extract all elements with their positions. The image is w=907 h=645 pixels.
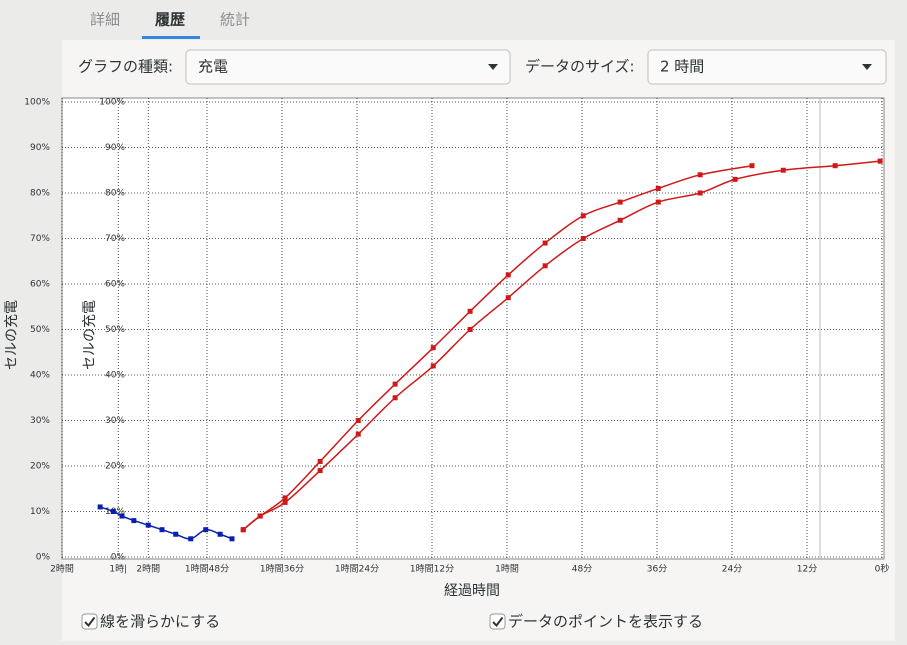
data-point bbox=[257, 513, 263, 519]
data-point bbox=[110, 509, 116, 514]
y-tick-label: 90% bbox=[30, 143, 50, 153]
data-point bbox=[119, 513, 125, 519]
data-point bbox=[317, 458, 323, 464]
data-point bbox=[505, 272, 511, 278]
y-tick-label: 70% bbox=[30, 234, 50, 244]
x-tick-label: 1時間 bbox=[495, 564, 519, 575]
data-point bbox=[877, 158, 883, 164]
y-tick-label: 90% bbox=[105, 143, 125, 153]
plot-area bbox=[61, 97, 885, 560]
x-tick-label: 24分 bbox=[722, 564, 742, 575]
y-tick-label: 60% bbox=[30, 280, 50, 290]
data-point bbox=[655, 199, 661, 205]
x-tick-label: 1時間24分 bbox=[335, 564, 379, 575]
data-point bbox=[355, 431, 361, 437]
data-point bbox=[392, 381, 398, 387]
data-size-value[interactable]: 2 時間 bbox=[660, 58, 704, 76]
x-tick-label: 1時間12分 bbox=[410, 564, 454, 575]
y-tick-label: 80% bbox=[105, 189, 125, 199]
x-tick-label: 2時間 bbox=[136, 564, 160, 575]
data-point bbox=[188, 536, 194, 542]
x-tick-label: 1時間48分 bbox=[185, 564, 229, 575]
check-mark bbox=[492, 616, 504, 628]
y-tick-label: 60% bbox=[105, 280, 125, 290]
data-point bbox=[282, 495, 288, 501]
y-tick-label: 30% bbox=[30, 416, 50, 426]
data-point bbox=[430, 345, 436, 351]
data-size-label: データのサイズ: bbox=[525, 58, 635, 76]
tab[interactable]: 詳細 bbox=[90, 11, 120, 29]
y-tick-label: 100% bbox=[99, 98, 125, 108]
data-point bbox=[240, 527, 246, 533]
series-line bbox=[242, 160, 881, 531]
x-tick-label: 48分 bbox=[572, 564, 592, 575]
graph-type-label: グラフの種類: bbox=[78, 58, 173, 76]
data-size-combo[interactable] bbox=[647, 49, 887, 85]
y-axis-title: セルの充電 bbox=[4, 300, 20, 370]
checkbox[interactable] bbox=[81, 613, 98, 630]
data-point bbox=[749, 163, 755, 169]
data-point bbox=[697, 172, 703, 178]
y-tick-label: 10% bbox=[30, 507, 50, 517]
y-tick-label: 40% bbox=[30, 371, 50, 381]
checkbox-label[interactable]: データのポイントを表示する bbox=[508, 613, 703, 631]
data-point bbox=[467, 327, 473, 332]
y-tick-label: 100% bbox=[24, 98, 50, 108]
data-point bbox=[97, 504, 103, 510]
y-tick-label: 20% bbox=[105, 462, 125, 472]
dropdown-arrow bbox=[488, 64, 498, 70]
checkbox[interactable] bbox=[489, 613, 506, 630]
tab[interactable]: 履歴 bbox=[154, 11, 185, 29]
data-point bbox=[217, 531, 223, 537]
check-mark bbox=[84, 616, 96, 628]
data-point bbox=[780, 167, 786, 173]
data-point bbox=[392, 395, 398, 401]
y-tick-label: 30% bbox=[105, 416, 125, 426]
x-tick-label: 1時| bbox=[109, 564, 127, 575]
data-point bbox=[131, 518, 137, 524]
data-point bbox=[617, 217, 623, 223]
tab-underline bbox=[142, 36, 200, 39]
y-tick-label: 50% bbox=[30, 325, 50, 335]
x-tick-label: 12分 bbox=[797, 564, 817, 575]
data-point bbox=[617, 199, 623, 205]
data-point bbox=[317, 468, 323, 474]
data-point bbox=[655, 185, 661, 191]
data-point bbox=[282, 499, 288, 505]
data-point bbox=[467, 308, 473, 314]
y-tick-label: 20% bbox=[30, 462, 50, 472]
y-tick-label: 0% bbox=[36, 553, 51, 563]
y-tick-label: 40% bbox=[105, 371, 125, 381]
data-point bbox=[542, 263, 548, 269]
data-point bbox=[145, 522, 151, 528]
graph-type-combo[interactable] bbox=[185, 49, 511, 85]
x-tick-label: 2時間 bbox=[50, 564, 74, 575]
checkbox-label[interactable]: 線を滑らかにする bbox=[100, 613, 220, 631]
data-point bbox=[505, 295, 511, 301]
x-axis-title: 経過時間 bbox=[444, 583, 500, 599]
data-point bbox=[832, 163, 838, 169]
data-point bbox=[542, 240, 548, 246]
data-point bbox=[159, 527, 165, 533]
y-tick-label: 70% bbox=[105, 234, 125, 244]
x-tick-label: 36分 bbox=[647, 564, 667, 575]
data-point bbox=[173, 531, 179, 537]
data-point bbox=[203, 527, 209, 533]
graph-type-value[interactable]: 充電 bbox=[198, 58, 228, 76]
tab[interactable]: 統計 bbox=[220, 11, 250, 29]
data-point bbox=[732, 176, 738, 182]
data-point bbox=[229, 536, 235, 542]
x-tick-label: 0秒 bbox=[875, 563, 890, 575]
data-point bbox=[355, 418, 361, 423]
y-tick-label: 80% bbox=[30, 189, 50, 199]
y-tick-label: 50% bbox=[105, 325, 125, 335]
data-point bbox=[580, 213, 586, 219]
data-point bbox=[430, 363, 436, 369]
x-tick-label: 1時間36分 bbox=[260, 564, 304, 575]
data-point bbox=[697, 190, 703, 196]
y-axis-title: セルの充電 bbox=[82, 300, 98, 370]
dropdown-arrow bbox=[862, 64, 872, 70]
data-point bbox=[580, 236, 586, 241]
